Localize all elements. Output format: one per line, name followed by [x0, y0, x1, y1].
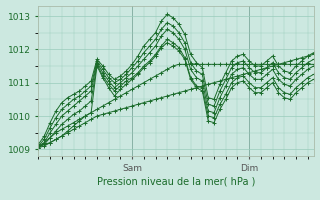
X-axis label: Pression niveau de la mer( hPa ): Pression niveau de la mer( hPa ) [97, 177, 255, 187]
